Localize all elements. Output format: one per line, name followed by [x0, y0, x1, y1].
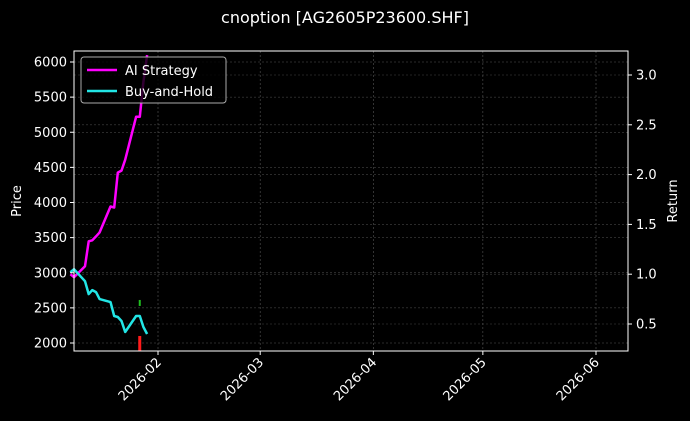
- price-axis-label: Price: [10, 185, 25, 217]
- trade-markers: [138, 299, 142, 351]
- price-tick-label: 2500: [34, 301, 67, 316]
- legend-label-buy-and-hold: Buy-and-Hold: [125, 85, 213, 100]
- legend-label-ai-strategy: AI Strategy: [125, 64, 198, 79]
- date-tick-label: 2026-02: [116, 355, 165, 404]
- return-tick-label: 1.0: [636, 268, 657, 283]
- return-tick-label: 3.0: [636, 69, 657, 84]
- price-tick-label: 5000: [34, 126, 67, 141]
- date-tick-label: 2026-06: [554, 355, 603, 404]
- return-tick-label: 1.5: [636, 218, 657, 233]
- price-tick-label: 4500: [34, 161, 67, 176]
- return-axis: 0.5 1.0 1.5 2.0 2.5 3.0: [628, 69, 657, 333]
- price-axis: 2000 2500 3000 3500 4000 4500 5000 5500 6000: [34, 56, 74, 352]
- return-tick-label: 2.0: [636, 168, 657, 183]
- sell-marker: [138, 335, 142, 351]
- plot-frame: [73, 50, 629, 352]
- grid-lines: [74, 51, 628, 351]
- return-tick-label: 2.5: [636, 118, 657, 133]
- price-tick-label: 5500: [34, 91, 67, 106]
- series-lines: [69, 54, 149, 335]
- date-tick-label: 2026-04: [331, 355, 380, 404]
- return-tick-label: 0.5: [636, 318, 657, 333]
- price-tick-label: 6000: [34, 56, 67, 71]
- legend: AI Strategy Buy-and-Hold: [80, 56, 227, 104]
- chart-title: cnoption [AG2605P23600.SHF]: [221, 8, 469, 27]
- series-line-buy-and-hold: [69, 267, 149, 335]
- buy-marker: [138, 299, 141, 306]
- price-tick-label: 3000: [34, 266, 67, 281]
- price-tick-label: 4000: [34, 196, 67, 211]
- date-tick-label: 2026-03: [218, 355, 267, 404]
- series-line-ai-strategy: [69, 54, 149, 279]
- price-tick-label: 2000: [34, 337, 67, 352]
- return-axis-label: Return: [666, 179, 681, 222]
- date-tick-label: 2026-05: [441, 355, 490, 404]
- date-axis: 2026-02 2026-03 2026-04 2026-05 2026-06: [116, 351, 603, 404]
- price-tick-label: 3500: [34, 231, 67, 246]
